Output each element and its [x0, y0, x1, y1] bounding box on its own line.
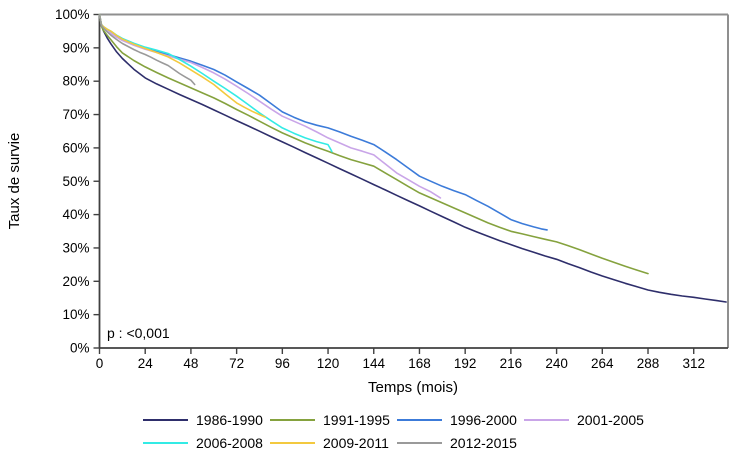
curve-1991-1995: [98, 13, 649, 275]
legend-item-1996-2000: 1996-2000: [397, 412, 524, 428]
legend-label: 1986-1990: [196, 412, 263, 428]
curve-1986-1990: [98, 13, 727, 303]
legend-empty-cell: [524, 435, 651, 451]
legend-swatch-1986-1990: [143, 419, 188, 421]
x-tick-label: 312: [682, 356, 705, 371]
y-tick-label: 30%: [62, 240, 89, 255]
survival-curves: [98, 13, 727, 303]
curve-2001-2005: [98, 13, 442, 199]
chart-legend: 1986-1990 1991-1995 1996-2000 2001-2005 2006…: [0, 408, 745, 451]
legend-item-2009-2011: 2009-2011: [270, 435, 397, 451]
x-tick-label: 0: [96, 356, 104, 371]
x-tick-label: 264: [591, 356, 614, 371]
legend-label: 2012-2015: [450, 435, 517, 451]
y-tick-label: 70%: [62, 107, 89, 122]
legend-swatch-2006-2008: [143, 442, 188, 444]
legend-swatch-1991-1995: [270, 419, 315, 421]
x-tick-label: 144: [362, 356, 385, 371]
legend-label: 2006-2008: [196, 435, 263, 451]
x-tick-label: 24: [138, 356, 154, 371]
x-tick-label: 168: [408, 356, 431, 371]
curve-1996-2000: [98, 13, 548, 231]
y-tick-label: 100%: [55, 7, 90, 22]
y-tick-label: 0%: [70, 341, 90, 356]
x-tick-label: 192: [454, 356, 477, 371]
legend-label: 1991-1995: [323, 412, 390, 428]
y-tick-label: 50%: [62, 174, 89, 189]
x-tick-label: 72: [229, 356, 244, 371]
legend-item-2006-2008: 2006-2008: [143, 435, 270, 451]
legend-label: 2009-2011: [323, 435, 389, 451]
x-axis-title: Temps (mois): [368, 379, 458, 396]
y-tick-label: 20%: [62, 274, 89, 289]
y-tick-label: 90%: [62, 40, 89, 55]
curve-2006-2008: [98, 13, 333, 153]
y-axis-title: Taux de survie: [6, 133, 23, 230]
p-value-annotation: p : <0,001: [107, 325, 170, 341]
x-tick-label: 288: [637, 356, 660, 371]
plot-svg: 0% 10% 20% 30% 40% 50% 60% 70% 80% 90% 100% 0 24 48 7…: [6, 7, 729, 396]
legend-label: 1996-2000: [450, 412, 517, 428]
legend-swatch-1996-2000: [397, 419, 442, 421]
legend-grid: 1986-1990 1991-1995 1996-2000 2001-2005 2006…: [143, 412, 651, 451]
y-tick-label: 10%: [62, 307, 89, 322]
curve-2012-2015: [98, 13, 196, 86]
legend-swatch-2009-2011: [270, 442, 315, 444]
y-tick-label: 60%: [62, 140, 89, 155]
legend-item-1991-1995: 1991-1995: [270, 412, 397, 428]
y-tick-label: 40%: [62, 207, 89, 222]
legend-item-2001-2005: 2001-2005: [524, 412, 651, 428]
x-tick-label: 48: [183, 356, 198, 371]
x-tick-label: 120: [317, 356, 340, 371]
y-tick-label: 80%: [62, 74, 89, 89]
curve-2009-2011: [98, 13, 267, 118]
legend-swatch-2001-2005: [524, 419, 569, 421]
x-tick-label: 216: [500, 356, 523, 371]
legend-label: 2001-2005: [577, 412, 644, 428]
x-tick-label: 240: [545, 356, 568, 371]
legend-item-1986-1990: 1986-1990: [143, 412, 270, 428]
x-tick-label: 96: [275, 356, 290, 371]
legend-item-2012-2015: 2012-2015: [397, 435, 524, 451]
y-axis-ticks: 0% 10% 20% 30% 40% 50% 60% 70% 80% 90% 100%: [55, 7, 100, 356]
legend-swatch-2012-2015: [397, 442, 442, 444]
x-axis-ticks: 0 24 48 72 96 120 144 168 192 216 240 264 288 312: [96, 348, 705, 371]
